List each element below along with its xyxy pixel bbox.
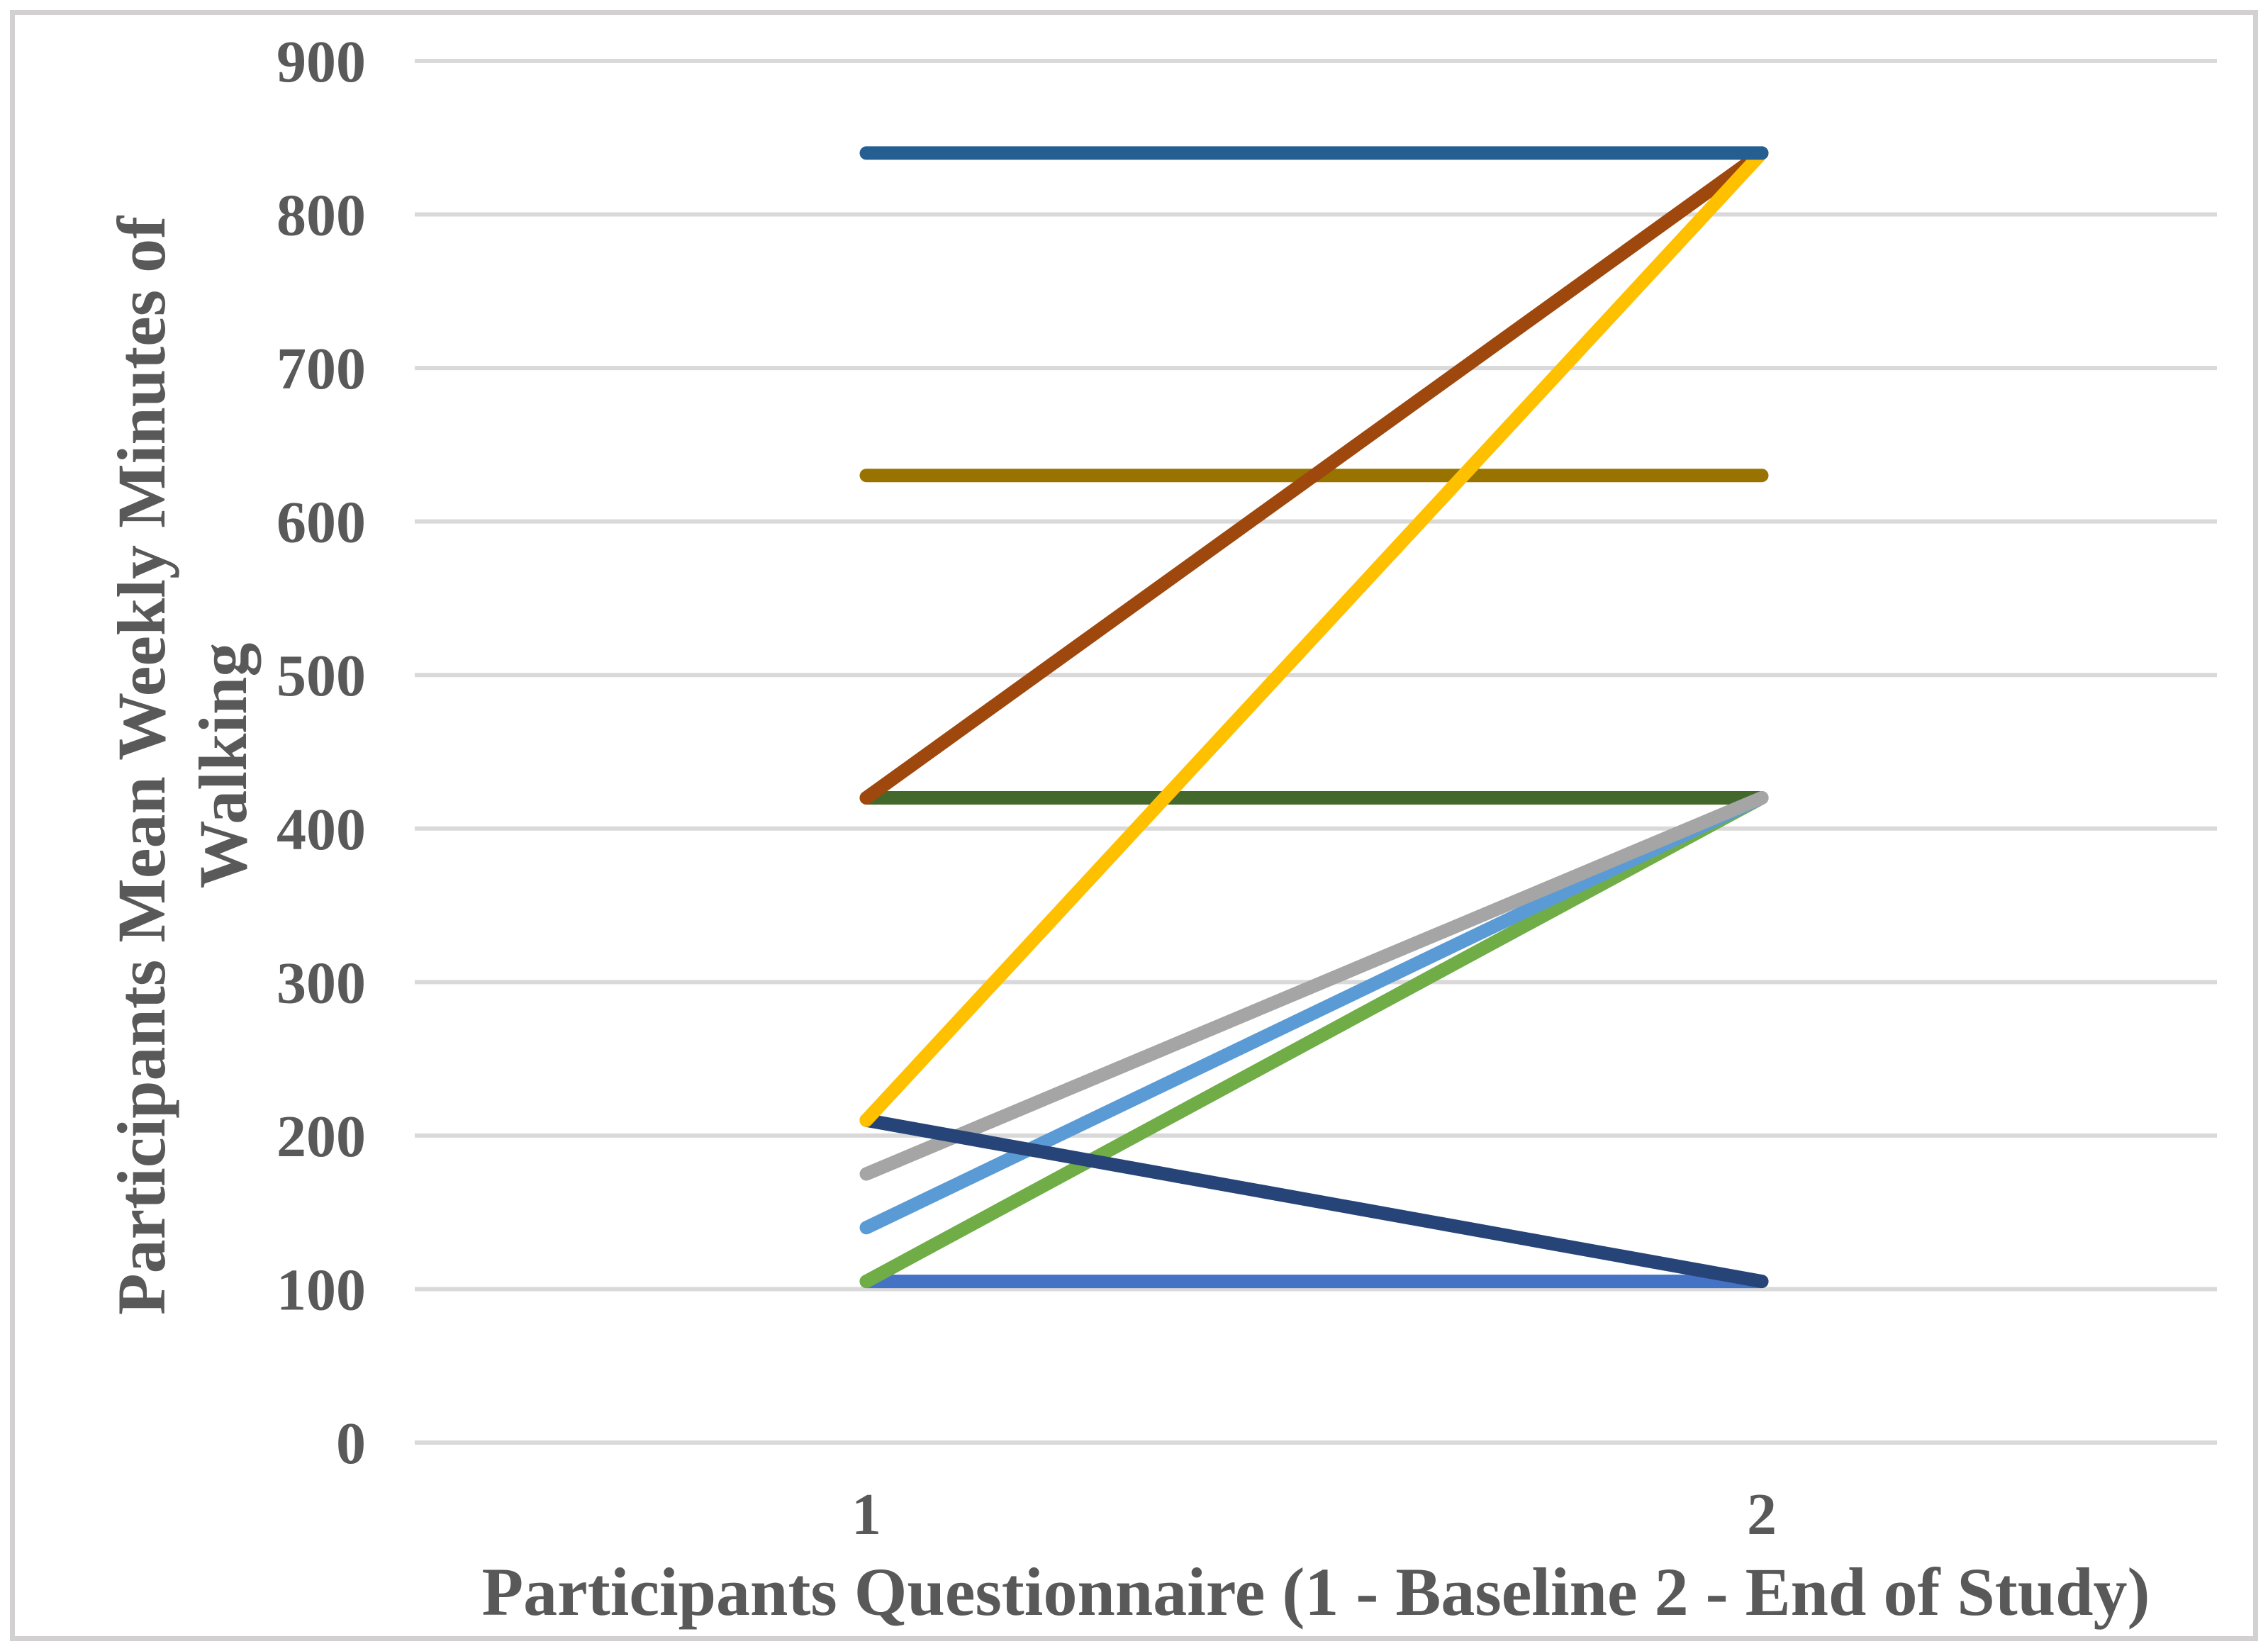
x-axis-title: Participants Questionnaire (1 - Baseline… xyxy=(481,1554,2150,1630)
participant-line-9 xyxy=(859,146,1769,1127)
participant-line-8 xyxy=(859,146,1769,805)
y-axis-tick-labels: 0 100 200 300 400 500 600 700 800 900 xyxy=(276,29,366,1477)
x-tick-label: 2 xyxy=(1747,1482,1777,1548)
y-tick-label: 300 xyxy=(276,950,366,1016)
participant-line-5 xyxy=(859,790,1769,1235)
y-axis-title-line-1: Participants Mean Weekly Minutes of xyxy=(104,216,179,1315)
participant-line-4 xyxy=(859,790,1769,1289)
y-tick-label: 900 xyxy=(276,29,366,95)
participant-line-7 xyxy=(859,1113,1769,1289)
y-tick-label: 200 xyxy=(276,1104,366,1170)
x-tick-label: 1 xyxy=(851,1482,881,1548)
y-tick-label: 600 xyxy=(276,490,366,556)
series-lines-group xyxy=(859,146,1769,1289)
y-tick-label: 500 xyxy=(276,643,366,709)
y-tick-label: 0 xyxy=(336,1411,366,1477)
participant-line-6 xyxy=(859,790,1769,1181)
y-axis-title-line-2: Walking xyxy=(185,643,261,889)
gridlines-group xyxy=(415,59,2217,1445)
y-tick-label: 700 xyxy=(276,336,366,402)
y-tick-label: 800 xyxy=(276,183,366,249)
y-tick-label: 100 xyxy=(276,1257,366,1323)
y-tick-label: 400 xyxy=(276,797,366,863)
